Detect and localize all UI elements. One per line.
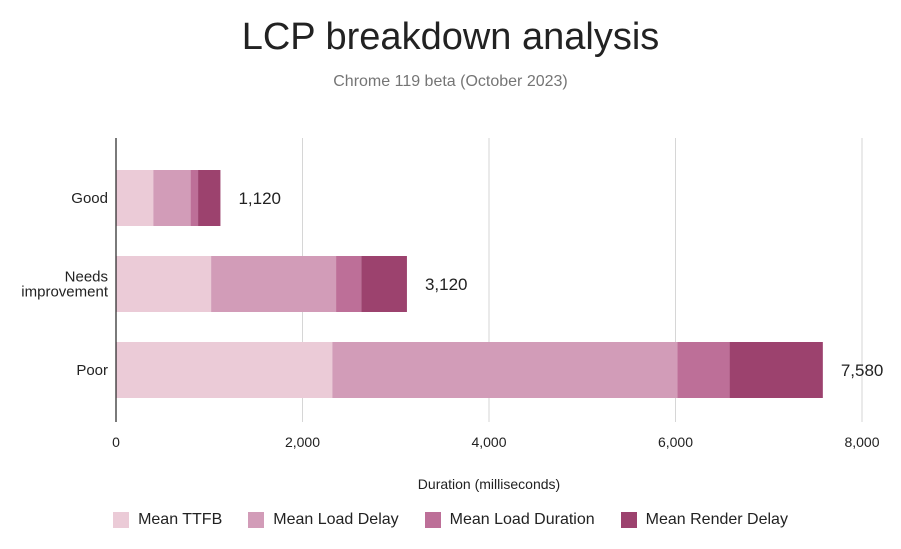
bar-segment — [332, 342, 678, 398]
legend-label: Mean Render Delay — [645, 511, 788, 528]
x-tick-label: 8,000 — [844, 434, 879, 450]
bar-segment — [729, 342, 823, 398]
x-tick-label: 6,000 — [658, 434, 693, 450]
bar-segment — [116, 170, 154, 226]
legend-item: Mean Render Delay — [620, 511, 788, 529]
bar-segment — [211, 256, 337, 312]
total-label: 3,120 — [425, 275, 468, 294]
chart-title: LCP breakdown analysis — [241, 16, 660, 58]
chart-subtitle: Chrome 119 beta (October 2023) — [333, 73, 568, 90]
bar-segment — [361, 256, 407, 312]
legend-swatch — [620, 512, 637, 528]
category-label: Good — [71, 190, 108, 207]
total-label: 1,120 — [238, 189, 281, 208]
bar-segment — [116, 342, 333, 398]
legend-label: Mean Load Delay — [273, 511, 399, 528]
x-tick-label: 4,000 — [471, 434, 506, 450]
category-label: Needs — [65, 269, 108, 286]
category-label: Poor — [76, 362, 108, 379]
legend-label: Mean Load Duration — [449, 511, 595, 528]
bar-segment — [153, 170, 191, 226]
legend-item: Mean Load Duration — [424, 511, 595, 529]
bar-segment — [190, 170, 199, 226]
bar-segment — [198, 170, 221, 226]
category-label: improvement — [21, 284, 109, 301]
x-tick-label: 2,000 — [285, 434, 320, 450]
legend-item: Mean TTFB — [113, 511, 222, 529]
legend-swatch — [248, 512, 265, 528]
legend-label: Mean TTFB — [138, 511, 223, 528]
bar-segment — [336, 256, 362, 312]
x-tick-label: 0 — [112, 434, 120, 450]
bar-segment — [116, 256, 212, 312]
bar-segment — [677, 342, 730, 398]
x-axis-title: Duration (milliseconds) — [418, 476, 560, 492]
total-label: 7,580 — [841, 361, 884, 380]
legend-swatch — [424, 512, 441, 528]
legend-item: Mean Load Delay — [248, 511, 399, 529]
legend: Mean TTFB Mean Load Delay Mean Load Durati… — [0, 511, 901, 529]
legend-swatch — [113, 512, 130, 528]
